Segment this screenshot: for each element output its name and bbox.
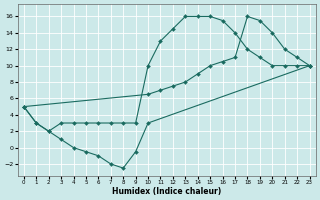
X-axis label: Humidex (Indice chaleur): Humidex (Indice chaleur) <box>112 187 221 196</box>
